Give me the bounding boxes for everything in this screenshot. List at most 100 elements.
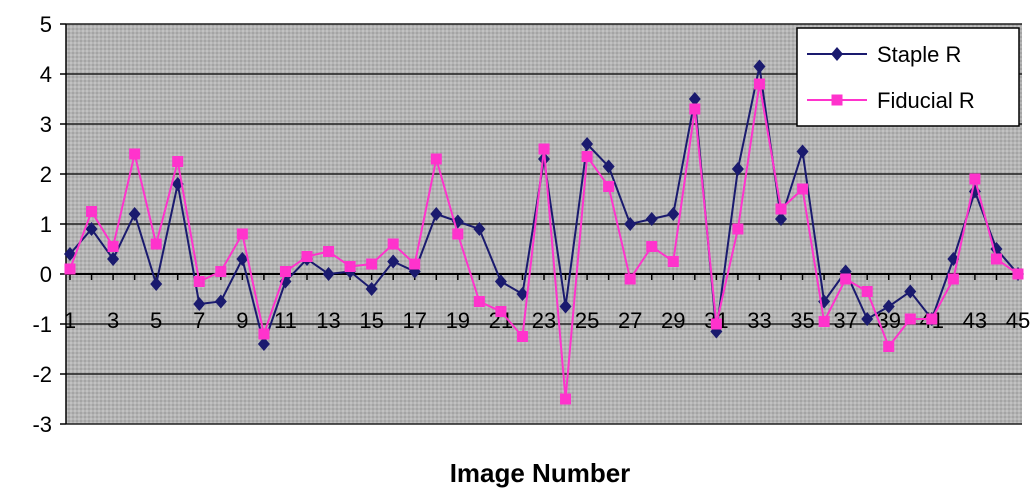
data-point <box>193 297 206 311</box>
data-point <box>840 273 852 285</box>
data-point <box>430 153 442 165</box>
y-tick-label: 1 <box>40 212 52 237</box>
data-point <box>969 173 981 185</box>
data-point <box>322 267 335 281</box>
data-point <box>301 251 313 262</box>
data-point <box>861 312 874 326</box>
data-point <box>85 222 98 236</box>
data-point <box>646 241 658 252</box>
y-tick-label: 4 <box>40 62 52 87</box>
data-point <box>688 92 701 106</box>
legend-marker-square <box>831 94 843 106</box>
data-point <box>128 207 141 221</box>
data-point <box>494 274 507 289</box>
data-point <box>64 263 76 275</box>
x-tick-label: 43 <box>963 308 987 333</box>
data-point <box>775 203 787 215</box>
x-axis: 1357911131517192123252729313335373941434… <box>64 273 1030 333</box>
data-point <box>689 103 701 115</box>
x-tick-label: 1 <box>64 308 76 333</box>
data-point <box>731 162 744 176</box>
data-point <box>861 286 873 297</box>
data-point <box>409 258 421 270</box>
data-point <box>387 238 399 250</box>
data-point <box>473 222 486 236</box>
data-point <box>602 159 615 174</box>
data-point <box>215 266 227 277</box>
x-tick-label: 25 <box>575 308 599 333</box>
y-tick-label: 5 <box>40 12 52 37</box>
y-tick-label: -3 <box>32 412 52 437</box>
data-point <box>710 318 722 330</box>
data-point <box>236 228 248 240</box>
y-tick-label: -1 <box>32 312 52 337</box>
x-tick-label: 29 <box>661 308 685 333</box>
data-point <box>258 328 270 340</box>
data-point <box>559 299 572 314</box>
data-point <box>947 273 959 285</box>
data-point <box>172 156 184 167</box>
data-point <box>495 306 507 317</box>
data-point <box>64 247 76 261</box>
data-point <box>323 246 335 257</box>
data-point <box>818 316 830 327</box>
data-point <box>904 284 917 299</box>
data-point <box>452 228 464 240</box>
data-point <box>129 148 141 160</box>
x-tick-label: 7 <box>193 308 205 333</box>
legend-box <box>796 27 1020 127</box>
data-point <box>387 254 400 269</box>
data-point <box>107 241 119 252</box>
data-point <box>257 337 270 351</box>
x-tick-label: 35 <box>790 308 814 333</box>
y-tick-label: -2 <box>32 362 52 387</box>
data-point <box>538 143 550 155</box>
legend-label-fiducial: Fiducial R <box>877 88 975 113</box>
data-point <box>645 212 658 226</box>
x-tick-label: 27 <box>618 308 642 333</box>
data-point <box>753 78 765 90</box>
legend: Staple R Fiducial R <box>796 27 1020 127</box>
data-point <box>603 181 615 192</box>
x-tick-label: 11 <box>274 308 297 333</box>
data-point <box>882 299 895 314</box>
x-tick-label: 9 <box>236 308 248 333</box>
x-axis-label: Image Number <box>450 458 631 488</box>
data-point <box>150 238 162 250</box>
y-axis: -3 -2 -1 0 1 2 3 4 5 <box>32 12 67 437</box>
data-point <box>279 266 291 277</box>
series-layer <box>64 59 1024 405</box>
data-point <box>581 151 593 162</box>
x-tick-label: 3 <box>107 308 119 333</box>
data-point <box>753 59 766 74</box>
data-point <box>214 294 227 309</box>
x-tick-label: 23 <box>532 308 556 333</box>
data-point <box>430 207 443 221</box>
data-point <box>560 393 572 405</box>
legend-label-staple: Staple R <box>877 42 961 67</box>
data-point <box>365 282 378 296</box>
data-point <box>624 273 636 285</box>
data-point <box>624 217 637 231</box>
x-tick-label: 5 <box>150 308 162 333</box>
data-point <box>775 212 787 226</box>
data-point <box>107 252 120 266</box>
data-point <box>667 207 680 221</box>
data-point <box>86 206 98 217</box>
x-tick-label: 37 <box>833 308 857 333</box>
data-point <box>732 223 744 235</box>
data-point <box>581 137 594 151</box>
data-point <box>150 277 163 291</box>
data-point <box>366 258 378 270</box>
x-tick-label: 13 <box>316 308 340 333</box>
data-point <box>344 261 356 272</box>
data-point <box>904 313 916 325</box>
legend-marker-diamond <box>831 47 843 61</box>
data-point <box>236 252 249 266</box>
data-point <box>796 144 809 159</box>
data-point <box>926 313 938 325</box>
data-point <box>516 331 528 342</box>
y-tick-label: 2 <box>40 162 52 187</box>
